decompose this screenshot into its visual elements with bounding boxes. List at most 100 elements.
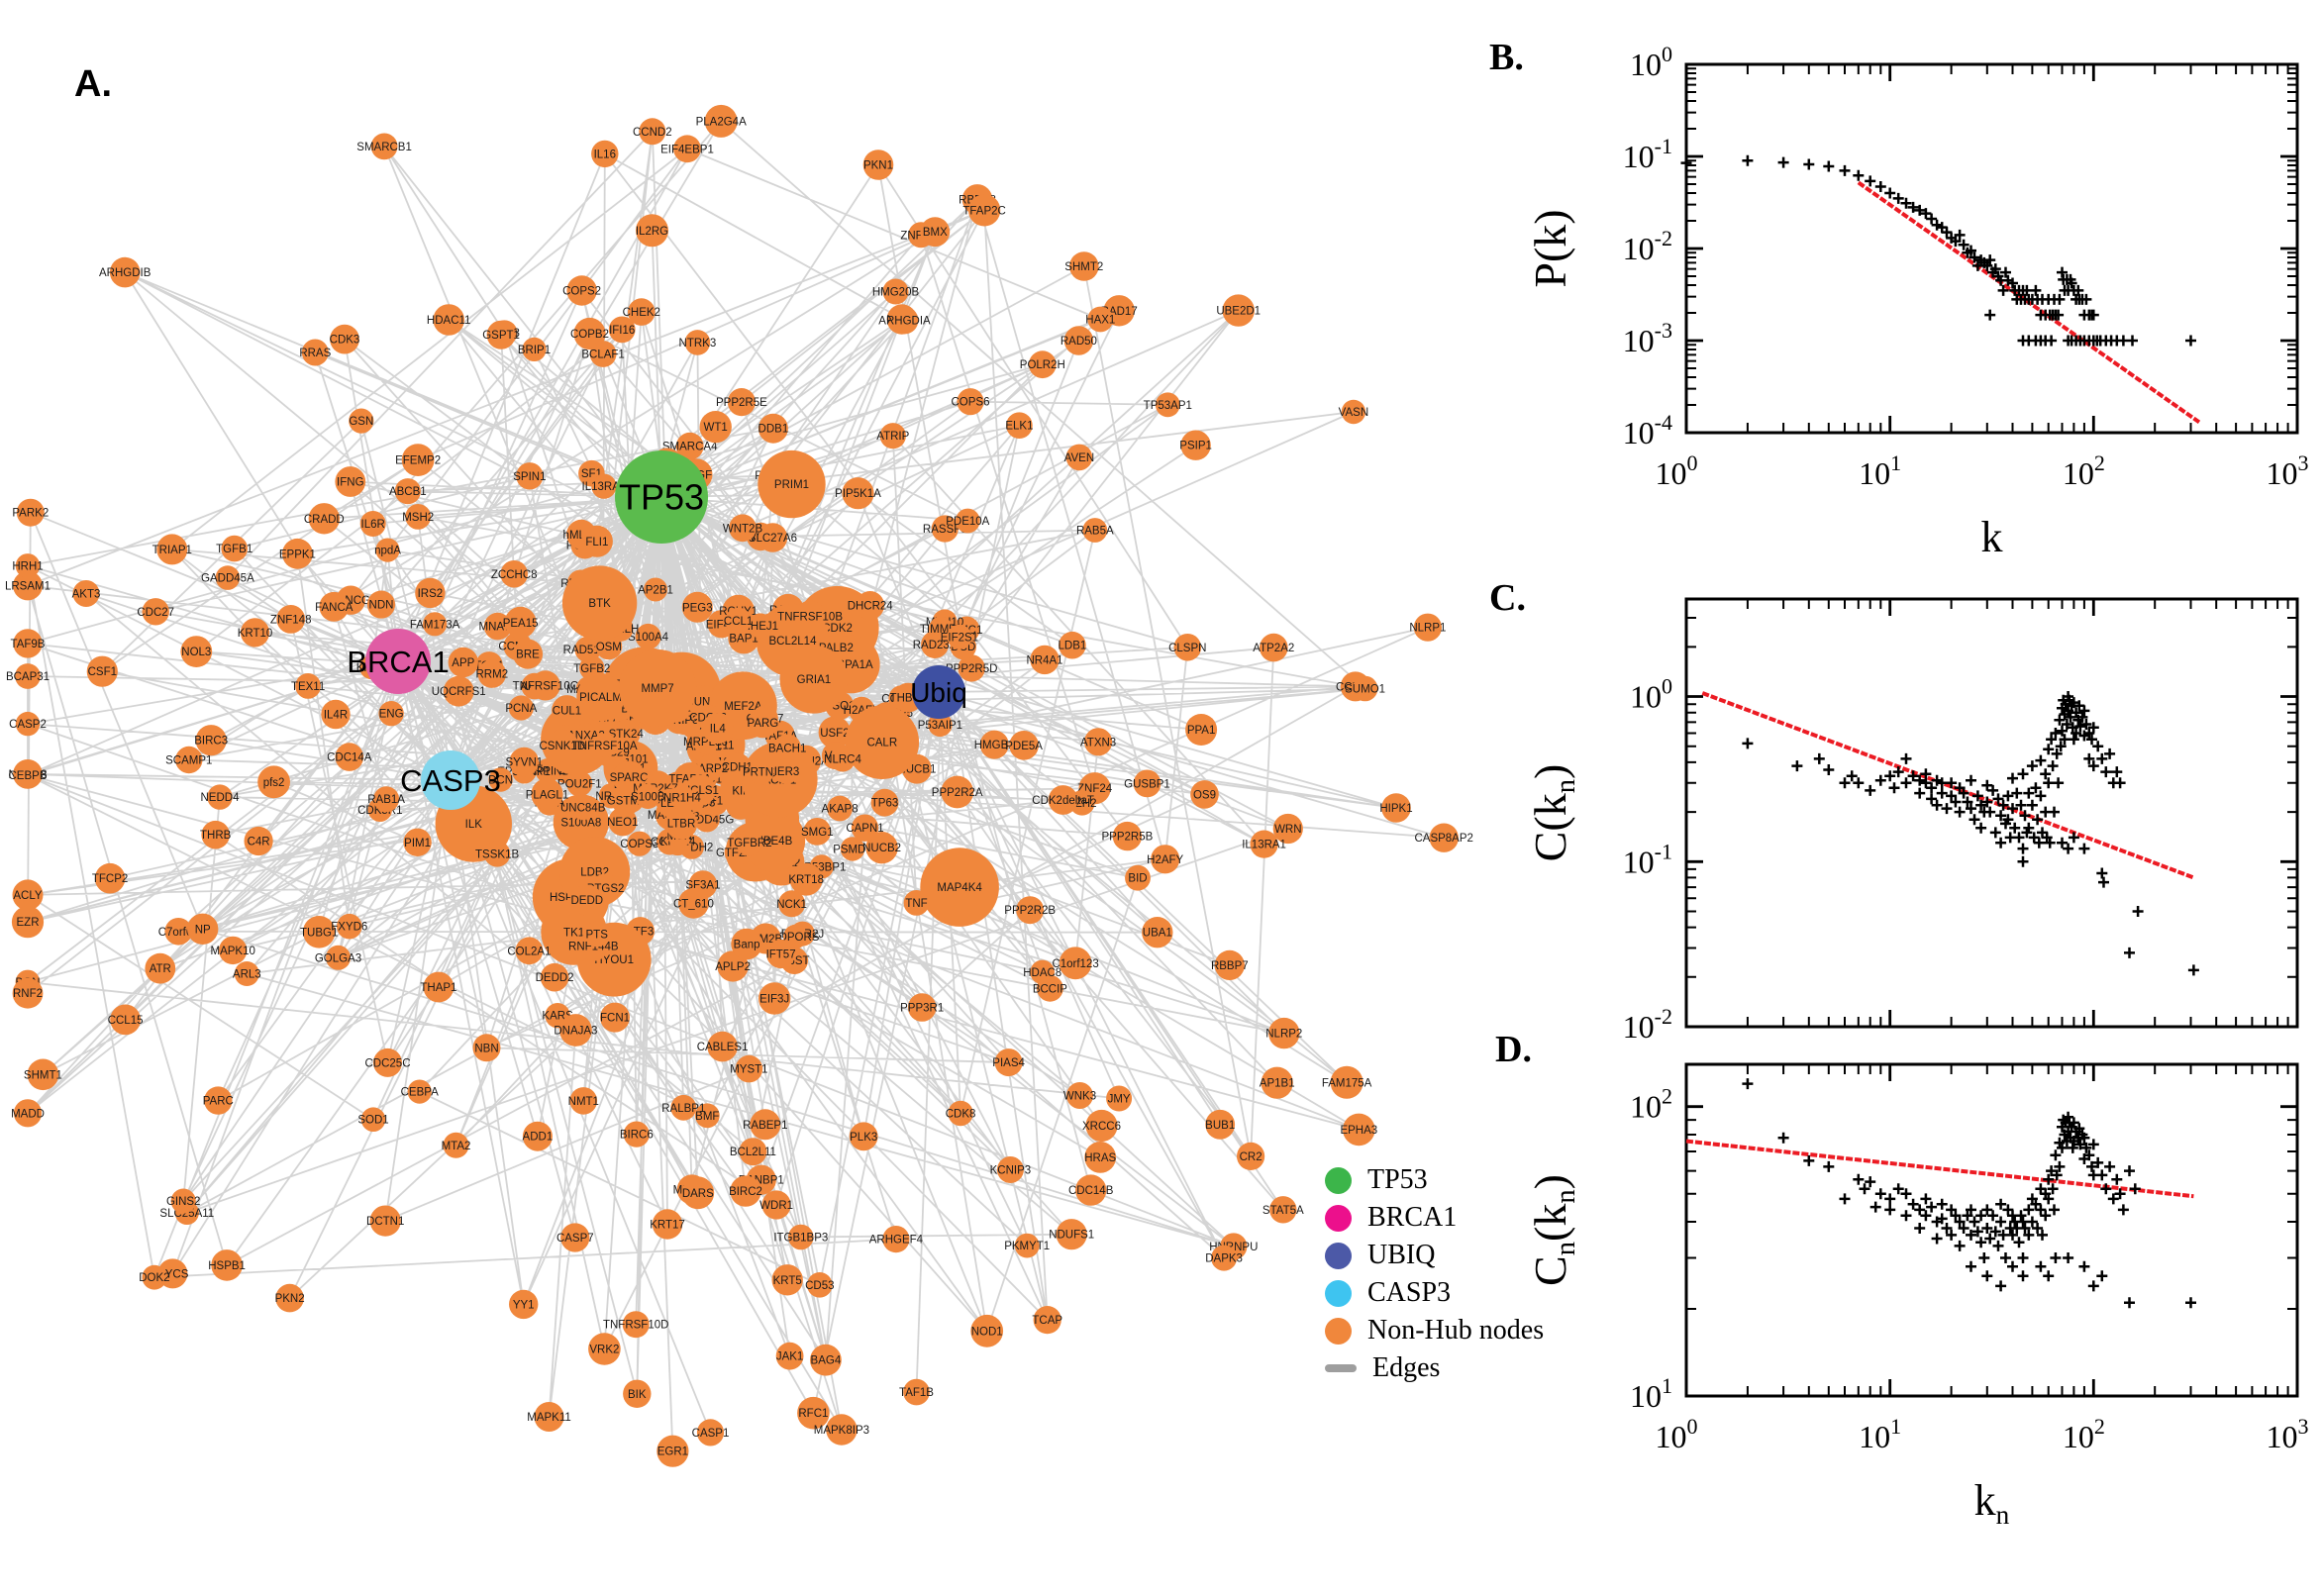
network-node-label: PDE5A xyxy=(1005,741,1043,752)
network-node-label: ARHGEF4 xyxy=(869,1235,924,1247)
network-node-label: pfs2 xyxy=(263,777,285,789)
network-node-label: HMG20B xyxy=(872,287,920,299)
network-node xyxy=(16,498,45,527)
network-node-label: DCN xyxy=(488,775,513,787)
network-node-label: BIRC3 xyxy=(194,736,228,748)
network-node-label: RBBP7 xyxy=(1211,960,1249,972)
network-node xyxy=(175,746,203,774)
network-node xyxy=(207,784,233,810)
network-node-label: NBN xyxy=(474,1043,498,1054)
network-node xyxy=(516,462,544,490)
network-node xyxy=(608,807,638,837)
network-node xyxy=(766,939,796,969)
network-node-label: ATR xyxy=(150,963,171,975)
network-node-label: NCK1 xyxy=(776,899,807,911)
network-node-label: WNK3 xyxy=(1063,1091,1096,1103)
y-tick-label-C: 10-1 xyxy=(1623,839,1672,879)
y-tick-label-B: 10-4 xyxy=(1623,410,1672,450)
network-node xyxy=(540,962,569,992)
scatter-points-C xyxy=(1742,691,2199,976)
network-node-label: IFI16 xyxy=(609,325,635,337)
network-node-label: RAD23A xyxy=(913,640,958,651)
network-node xyxy=(275,1283,304,1313)
network-node xyxy=(1429,823,1459,852)
network-node-label: WT1 xyxy=(704,422,728,434)
network-node-label: RRM2 xyxy=(476,669,509,681)
network-node-label: NEO1 xyxy=(607,817,638,829)
network-node xyxy=(1125,864,1151,891)
network-node xyxy=(1260,633,1288,662)
network-node xyxy=(335,466,366,497)
network-node-label: HDAC11 xyxy=(427,315,471,327)
network-node xyxy=(13,570,43,601)
network-node xyxy=(561,565,638,641)
network-node xyxy=(509,747,540,777)
network-node xyxy=(1009,731,1039,760)
network-node xyxy=(405,504,432,530)
network-node-label: MYST1 xyxy=(730,1064,767,1076)
network-node xyxy=(319,591,350,622)
network-node-label: TGFB1 xyxy=(216,544,252,555)
network-node xyxy=(276,605,306,634)
network-node xyxy=(308,503,340,535)
network-node xyxy=(771,1264,803,1296)
network-node-label: NLRP1 xyxy=(1409,623,1446,635)
network-node xyxy=(758,449,826,519)
network-node-label: GRIA1 xyxy=(797,674,832,686)
x-tick-label-D: 103 xyxy=(2267,1414,2309,1454)
network-node xyxy=(580,525,613,557)
network-node-label: MAPK10 xyxy=(211,946,255,957)
network-node-label: PPP3R1 xyxy=(900,1003,944,1015)
network-node-label: C4R xyxy=(248,837,270,848)
network-node xyxy=(827,795,853,822)
network-node xyxy=(639,118,666,146)
network-node-label: PDE10A xyxy=(946,516,989,528)
network-node xyxy=(907,993,937,1022)
network-node xyxy=(1006,412,1033,440)
network-node-label: POU2F1 xyxy=(557,779,602,791)
network-node-label: GINS2 xyxy=(166,1196,201,1208)
network-node xyxy=(423,971,454,1003)
network-node-label: GADD45A xyxy=(201,573,254,585)
network-node-label: NDUFS1 xyxy=(1049,1230,1094,1242)
network-node xyxy=(994,1048,1023,1077)
network-node xyxy=(1222,294,1255,327)
network-node-label: WRN xyxy=(1274,824,1301,836)
network-node-label: CALR xyxy=(866,738,897,749)
hub-node-tp53 xyxy=(615,450,708,544)
legend-item-tp53: TP53 xyxy=(1325,1164,1544,1195)
nonhub-swatch-icon xyxy=(1325,1317,1352,1345)
network-node-label: FLI1 xyxy=(585,537,608,549)
network-node xyxy=(1033,1306,1061,1335)
network-node xyxy=(627,831,653,856)
network-node-label: AKT3 xyxy=(72,589,101,601)
network-node-label: HIPK1 xyxy=(1379,803,1412,815)
network-node-label: PPP2R5B xyxy=(1102,832,1154,844)
network-node xyxy=(72,580,100,607)
legend-label: CASP3 xyxy=(1367,1277,1452,1308)
network-node xyxy=(326,945,351,970)
network-node-label: AP1B1 xyxy=(1260,1078,1295,1090)
x-tick-label-B: 100 xyxy=(1656,450,1698,491)
network-node xyxy=(748,613,773,639)
network-node xyxy=(979,730,1009,759)
network-node-label: PSMD1 xyxy=(833,844,872,855)
network-node-label: EIF3J xyxy=(759,994,789,1006)
network-node xyxy=(170,1188,196,1214)
network-node xyxy=(773,758,800,784)
network-node-label: ARHGDIA xyxy=(878,316,931,328)
network-node-label: IL13RA1 xyxy=(1242,840,1286,851)
network-node xyxy=(611,719,641,748)
network-node-label: PPP2R5E xyxy=(716,397,767,409)
network-node-label: AP2B1 xyxy=(638,585,673,597)
network-node xyxy=(1341,399,1366,425)
network-node-label: CSNK1D xyxy=(539,741,585,752)
network-node-label: S100B xyxy=(631,791,665,803)
network-node-label: CSF1 xyxy=(88,666,117,678)
network-node xyxy=(522,337,547,361)
panel-a-label: A. xyxy=(74,63,112,105)
network-node-label: FANCA xyxy=(315,602,354,614)
network-node-label: SLC27A6 xyxy=(749,533,797,545)
network-node-label: ADD1 xyxy=(523,1132,554,1144)
network-node xyxy=(1272,813,1303,845)
